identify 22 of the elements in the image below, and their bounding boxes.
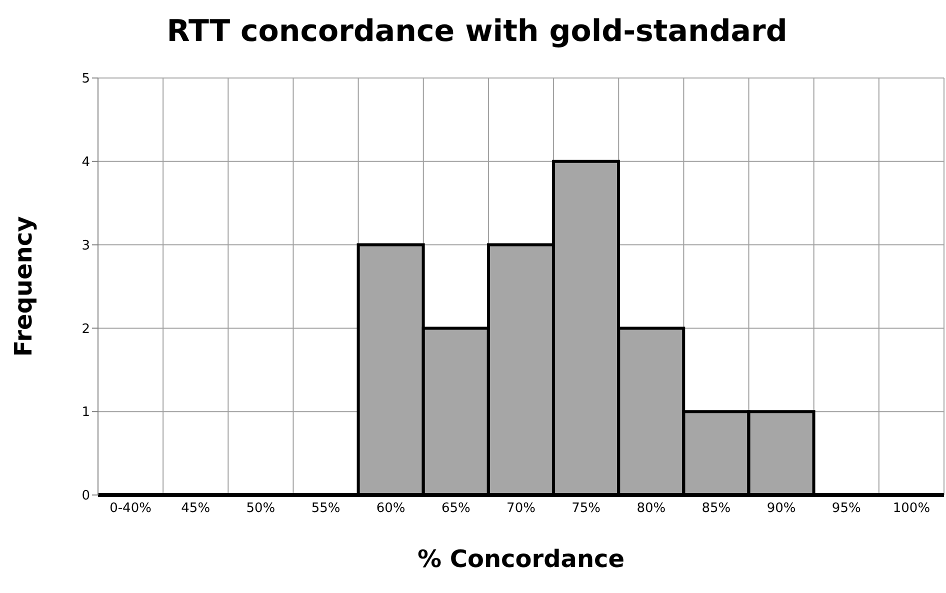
- x-tick-label: 100%: [892, 501, 930, 516]
- y-tick-label: 4: [82, 155, 90, 170]
- x-tick-label: 80%: [636, 501, 666, 516]
- x-tick-label: 45%: [181, 501, 210, 516]
- y-axis-title: Frequency: [10, 216, 38, 357]
- y-tick-label: 5: [82, 72, 90, 87]
- x-tick-label: 50%: [246, 501, 276, 516]
- x-tick-label: 85%: [702, 501, 731, 516]
- y-tick-label: 1: [82, 405, 90, 420]
- chart-title: RTT concordance with gold-standard: [166, 13, 788, 51]
- x-tick-label: 90%: [766, 501, 796, 516]
- x-tick-label: 95%: [832, 501, 861, 516]
- x-tick-label: 0-40%: [110, 501, 152, 516]
- x-tick-label: 70%: [506, 501, 536, 516]
- x-tick-label: 75%: [572, 501, 601, 516]
- x-axis-title: % Concordance: [417, 545, 625, 573]
- x-tick-label: 65%: [441, 501, 470, 516]
- x-tick-label: 60%: [376, 501, 406, 516]
- y-tick-label: 3: [82, 238, 90, 254]
- x-tick-label: 55%: [311, 501, 340, 516]
- y-tick-label: 0: [82, 488, 90, 504]
- y-tick-label: 2: [82, 322, 90, 337]
